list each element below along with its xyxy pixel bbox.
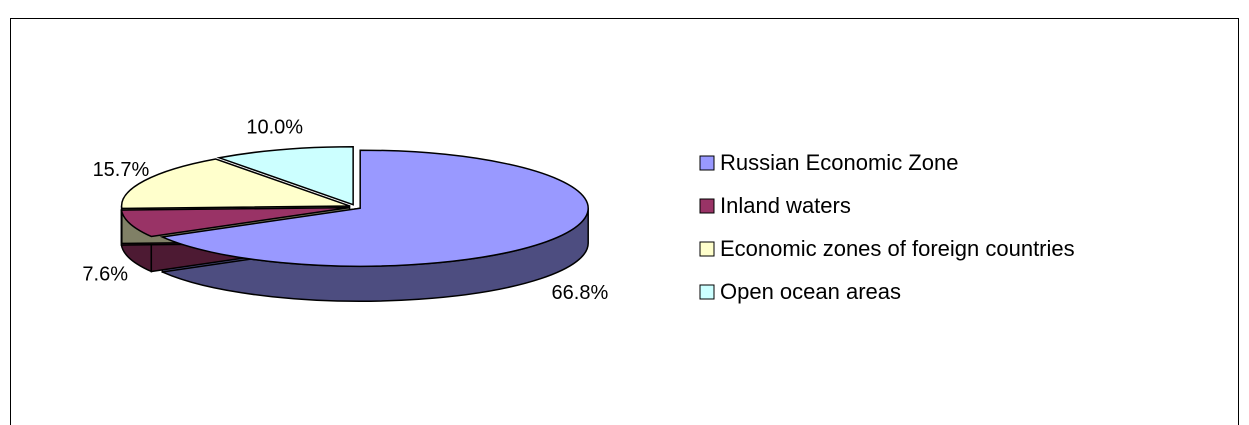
legend-label: Open ocean areas <box>720 279 901 304</box>
pie-slice <box>120 158 350 210</box>
pie-slice <box>159 149 589 267</box>
legend-label: Russian Economic Zone <box>720 150 958 175</box>
legend-label: Inland waters <box>720 193 851 218</box>
legend-swatch <box>699 284 715 300</box>
data-label: 10.0% <box>246 116 303 138</box>
data-label: 66.8% <box>552 282 609 304</box>
data-label: 7.6% <box>82 263 128 285</box>
legend-swatch <box>699 155 715 171</box>
legend-swatch <box>699 241 715 257</box>
legend-label: Economic zones of foreign countries <box>720 236 1075 261</box>
pie-slice <box>120 206 350 238</box>
data-label: 15.7% <box>93 159 150 181</box>
legend-swatch <box>699 198 715 214</box>
pie-slice <box>216 145 354 206</box>
